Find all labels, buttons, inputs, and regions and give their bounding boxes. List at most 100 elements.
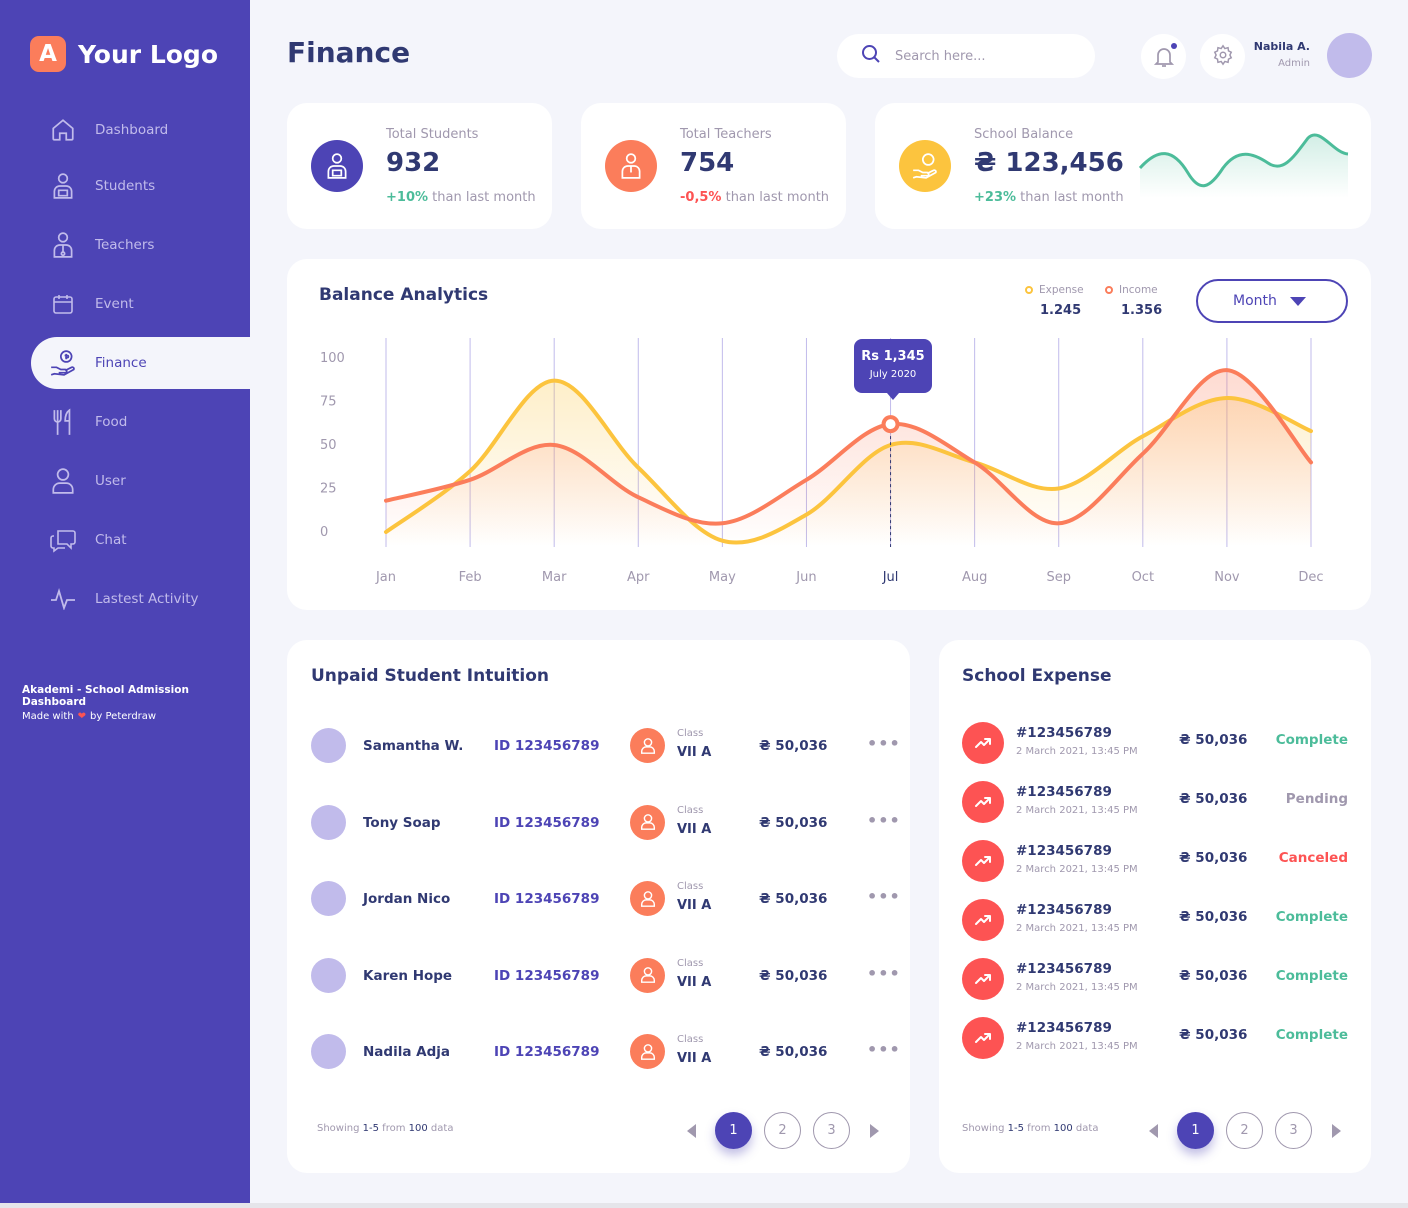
user-icon [630, 957, 665, 993]
sidebar-item-activity[interactable]: Lastest Activity [31, 573, 250, 625]
x-tick-label: May [709, 570, 736, 585]
window-bottom-bar [0, 1203, 1408, 1208]
more-options-icon[interactable]: ••• [867, 887, 901, 906]
trend-up-icon [962, 722, 1004, 764]
transaction-id: #123456789 [1016, 725, 1112, 741]
period-label: Month [1233, 293, 1277, 309]
sidebar-item-teachers[interactable]: Teachers [31, 219, 250, 271]
stat-card-teachers: Total Teachers 754 -0,5% than last month [581, 103, 846, 229]
prev-page-icon[interactable] [687, 1124, 696, 1138]
user-icon [630, 804, 665, 840]
user-avatar[interactable] [1327, 33, 1372, 78]
class-label: Class [677, 804, 704, 816]
list-item[interactable]: #123456789 2 March 2021, 13:45 PM ₴ 50,036… [962, 722, 1352, 766]
y-tick-label: 75 [320, 395, 337, 410]
logo-mark: A [30, 36, 66, 72]
legend-expense: Expense [1025, 284, 1084, 296]
highlight-point[interactable] [881, 415, 900, 434]
avatar [311, 957, 346, 993]
by-author-text: by Peterdraw [90, 711, 157, 722]
class-value: VII A [677, 974, 712, 990]
expense-title: School Expense [962, 666, 1112, 686]
search-bar[interactable] [837, 34, 1095, 78]
x-tick-label: Oct [1132, 570, 1154, 585]
student-id[interactable]: ID 123456789 [494, 1044, 600, 1060]
chat-icon [31, 527, 95, 553]
more-options-icon[interactable]: ••• [867, 810, 901, 830]
more-options-icon[interactable]: ••• [867, 734, 901, 753]
unpaid-showing: Showing 1-5 from 100 data [317, 1123, 454, 1134]
stat-label: School Balance [974, 127, 1074, 142]
sidebar-item-label: Finance [95, 355, 147, 371]
sidebar-item-food[interactable]: Food [31, 396, 250, 448]
student-name: Tony Soap [363, 814, 441, 831]
class-value: VII A [677, 821, 712, 837]
page-1-button[interactable]: 1 [1177, 1112, 1214, 1149]
tooltip-date: July 2020 [869, 369, 917, 380]
list-item[interactable]: #123456789 2 March 2021, 13:45 PM ₴ 50,036… [962, 1016, 1352, 1061]
status-label: Canceled [1278, 849, 1348, 866]
next-page-icon[interactable] [870, 1124, 879, 1138]
sidebar-item-label: Students [95, 178, 156, 194]
student-id[interactable]: ID 123456789 [494, 967, 600, 984]
table-row[interactable]: Karen Hope ID 123456789 Class VII A ₴ 50,036… [311, 956, 900, 996]
sidebar-item-finance[interactable]: Finance [31, 337, 250, 389]
table-row[interactable]: Tony Soap ID 123456789 Class VII A ₴ 50,036 •… [311, 803, 900, 843]
page-3-button[interactable]: 3 [1275, 1112, 1312, 1149]
teacher-icon [31, 231, 95, 259]
transaction-id: #123456789 [1016, 783, 1112, 800]
list-item[interactable]: #123456789 2 March 2021, 13:45 PM ₴ 50,036… [962, 839, 1352, 884]
settings-button[interactable] [1200, 34, 1245, 79]
activity-icon [31, 588, 95, 610]
table-row[interactable]: Samantha W. ID 123456789 Class VII A ₴ 50,03… [311, 726, 900, 766]
sidebar-item-event[interactable]: Event [31, 278, 250, 330]
sidebar-item-user[interactable]: User [31, 455, 250, 507]
page-2-button[interactable]: 2 [764, 1112, 801, 1149]
sidebar-footer-credit: Made with ❤ by Peterdraw [22, 711, 156, 722]
x-tick-label: Sep [1046, 570, 1071, 585]
sidebar-item-dashboard[interactable]: Dashboard [31, 104, 250, 156]
bell-icon [1153, 42, 1177, 68]
y-tick-label: 0 [320, 525, 328, 540]
page-2-button[interactable]: 2 [1226, 1112, 1263, 1149]
transaction-date: 2 March 2021, 13:45 PM [1016, 922, 1138, 934]
stat-value: 754 [680, 148, 735, 178]
period-dropdown[interactable]: Month [1196, 279, 1348, 323]
table-row[interactable]: Jordan Nico ID 123456789 Class VII A ₴ 50,03… [311, 879, 900, 919]
sidebar-item-label: Teachers [95, 237, 155, 253]
unpaid-card [287, 640, 910, 1173]
list-item[interactable]: #123456789 2 March 2021, 13:45 PM ₴ 50,036… [962, 957, 1352, 1002]
search-input[interactable] [895, 48, 1075, 64]
prev-page-icon[interactable] [1149, 1124, 1158, 1138]
student-name: Samantha W. [363, 738, 464, 754]
legend-income-value: 1.356 [1121, 303, 1163, 318]
page-3-button[interactable]: 3 [813, 1112, 850, 1149]
more-options-icon[interactable]: ••• [867, 963, 901, 983]
student-id[interactable]: ID 123456789 [494, 814, 600, 831]
class-label: Class [677, 881, 704, 892]
list-item[interactable]: #123456789 2 March 2021, 13:45 PM ₴ 50,036… [962, 780, 1352, 825]
user-role: Admin [1278, 58, 1310, 69]
class-value: VII A [677, 745, 712, 760]
x-tick-label: Jul [882, 570, 899, 585]
notification-button[interactable] [1141, 34, 1186, 79]
sidebar-item-label: Dashboard [95, 122, 169, 138]
student-id[interactable]: ID 123456789 [494, 891, 600, 907]
x-tick-label: Aug [962, 570, 987, 585]
avatar [311, 881, 346, 916]
sidebar-item-students[interactable]: Students [31, 160, 250, 212]
legend-expense-value: 1.245 [1040, 303, 1082, 318]
student-id[interactable]: ID 123456789 [494, 738, 600, 754]
table-row[interactable]: Nadila Adja ID 123456789 Class VII A ₴ 50,03… [311, 1032, 900, 1072]
amount: ₴ 50,036 [759, 967, 828, 984]
more-options-icon[interactable]: ••• [867, 1040, 901, 1059]
amount: ₴ 50,036 [759, 738, 828, 754]
calendar-icon [31, 292, 95, 316]
page-1-button[interactable]: 1 [715, 1112, 752, 1149]
logo[interactable]: A Your Logo [30, 36, 218, 72]
list-item[interactable]: #123456789 2 March 2021, 13:45 PM ₴ 50,036… [962, 898, 1352, 943]
next-page-icon[interactable] [1332, 1124, 1341, 1138]
sidebar-item-chat[interactable]: Chat [31, 514, 250, 566]
x-tick-label: Dec [1298, 570, 1323, 585]
transaction-amount: ₴ 50,036 [1179, 732, 1248, 748]
